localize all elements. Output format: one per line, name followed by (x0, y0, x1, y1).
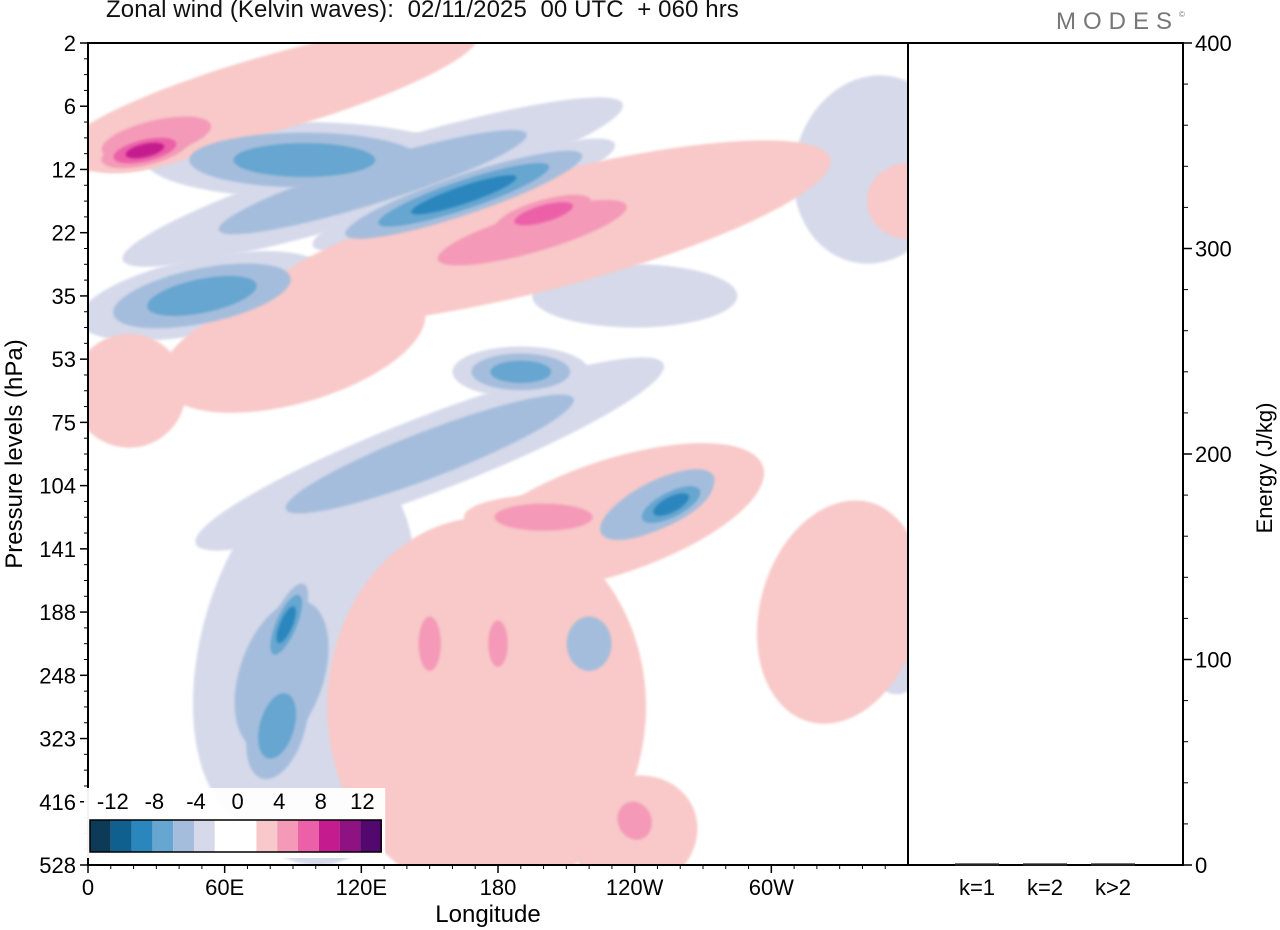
y-axis-label: Pressure levels (hPa) (1, 339, 28, 568)
y-tick-label: 416 (39, 790, 76, 815)
wind-anomaly-neg-16-level-1 (793, 75, 908, 264)
colorbar-swatch (131, 820, 153, 852)
colorbar-swatch (339, 820, 361, 852)
wind-anomaly-neg-0-level-2 (218, 129, 527, 235)
colorbar: -12 -8 -4 0 4 8 12 (84, 788, 386, 858)
y-tick-label: 188 (39, 600, 76, 625)
energy-y-tick-label: 0 (1195, 853, 1207, 878)
energy-bar-2 (1023, 863, 1067, 866)
wind-anomaly-pos-32-level-2 (617, 801, 652, 840)
colorbar-label: 4 (273, 789, 285, 814)
colorbar-label: 8 (315, 789, 327, 814)
wind-anomaly-neg-12-level-4 (653, 493, 690, 516)
energy-bar-3 (1091, 863, 1135, 866)
energy-category-label: k=1 (959, 875, 995, 900)
energy-y-tick-label: 400 (1195, 31, 1232, 56)
wind-anomaly-pos-30-level-2 (488, 620, 508, 667)
colorbar-swatch (298, 820, 319, 852)
colorbar-label: 0 (231, 789, 243, 814)
energy-panel: 0 100 200 300 400 k=1 k=2 k>2 Energy (J/kg) (907, 31, 1277, 900)
energy-y-tick-label: 200 (1195, 442, 1232, 467)
energy-category-label: k=2 (1027, 875, 1063, 900)
wind-anomaly-pos-33-level-1 (756, 500, 908, 724)
colorbar-swatch (256, 820, 278, 852)
y-tick-label: 35 (52, 284, 76, 309)
wind-anomaly-neg-7-level-3 (258, 693, 297, 759)
energy-y-tick-label: 300 (1195, 237, 1232, 262)
y-tick-label: 12 (52, 157, 76, 182)
colorbar-label: -4 (186, 789, 206, 814)
y-tick-label: 2 (64, 31, 76, 56)
y-tick-label: 75 (52, 410, 76, 435)
x-tick-label: 180 (480, 875, 517, 900)
wind-anomaly-pos-22-level-3 (514, 202, 573, 226)
y-tick-label: 53 (52, 347, 76, 372)
wind-anomaly-pos-19-level-4 (125, 142, 165, 159)
energy-category-label: k>2 (1095, 875, 1131, 900)
brand-mark: © (1179, 10, 1185, 19)
x-tick-label: 120W (606, 875, 664, 900)
energy-axis-label: Energy (J/kg) (1252, 403, 1277, 534)
colorbar-swatch (318, 820, 340, 852)
wind-anomaly-pos-26-level-1 (327, 517, 646, 865)
colorbar-swatch (277, 820, 298, 852)
wind-anomaly-neg-13-level-2 (566, 616, 612, 671)
chart-title: Zonal wind (Kelvin waves): 02/11/2025 00… (106, 0, 739, 23)
colorbar-swatch (110, 820, 132, 852)
wind-anomaly-pos-34-level-1 (867, 163, 908, 239)
x-tick-label: 60E (205, 875, 244, 900)
brand-logo: MODES© (1056, 8, 1185, 36)
y-tick-label: 528 (39, 853, 76, 878)
colorbar-label: 12 (350, 789, 374, 814)
wind-anomaly-neg-3-level-3 (233, 143, 376, 177)
colorbar-swatch (360, 820, 382, 852)
wind-anomaly-pos-29-level-2 (418, 616, 441, 671)
x-tick-label: 0 (82, 875, 94, 900)
wind-anomaly-pos-21-level-2 (437, 199, 627, 266)
brand-text: MODES (1056, 8, 1180, 35)
y-tick-label: 141 (39, 537, 76, 562)
colorbar-swatch (173, 820, 194, 852)
y-tick-label: 248 (39, 663, 76, 688)
colorbar-label: -8 (145, 789, 165, 814)
wind-anomaly-neg-1-level-4 (411, 175, 517, 215)
colorbar-swatch (235, 820, 257, 852)
y-tick-label: 6 (64, 94, 76, 119)
wind-anomaly-neg-8-level-4 (276, 606, 296, 644)
energy-bar-1 (955, 863, 999, 866)
x-tick-label: 120E (336, 875, 387, 900)
colorbar-frame (89, 819, 382, 853)
wind-anomaly-pos-25-level-1 (88, 333, 186, 448)
wind-anomaly-neg-5-level-3 (490, 360, 552, 383)
colorbar-swatch (152, 820, 174, 852)
energy-y-tick-label: 100 (1195, 648, 1232, 673)
colorbar-swatch (90, 820, 111, 852)
wind-anomaly-neg-4-level-2 (285, 394, 574, 514)
x-tick-label: 60W (749, 875, 794, 900)
y-tick-label: 104 (39, 474, 76, 499)
y-tick-label: 323 (39, 727, 76, 752)
colorbar-swatch (194, 820, 215, 852)
wind-anomaly-neg-2-level-3 (147, 275, 257, 316)
colorbar-label: -12 (97, 789, 129, 814)
y-tick-label: 22 (52, 221, 76, 246)
energy-frame (907, 42, 1184, 866)
wind-anomaly-pos-28-level-2 (494, 503, 593, 531)
wind-field (88, 43, 908, 865)
x-axis-label: Longitude (435, 901, 540, 928)
colorbar-swatch (214, 820, 236, 852)
